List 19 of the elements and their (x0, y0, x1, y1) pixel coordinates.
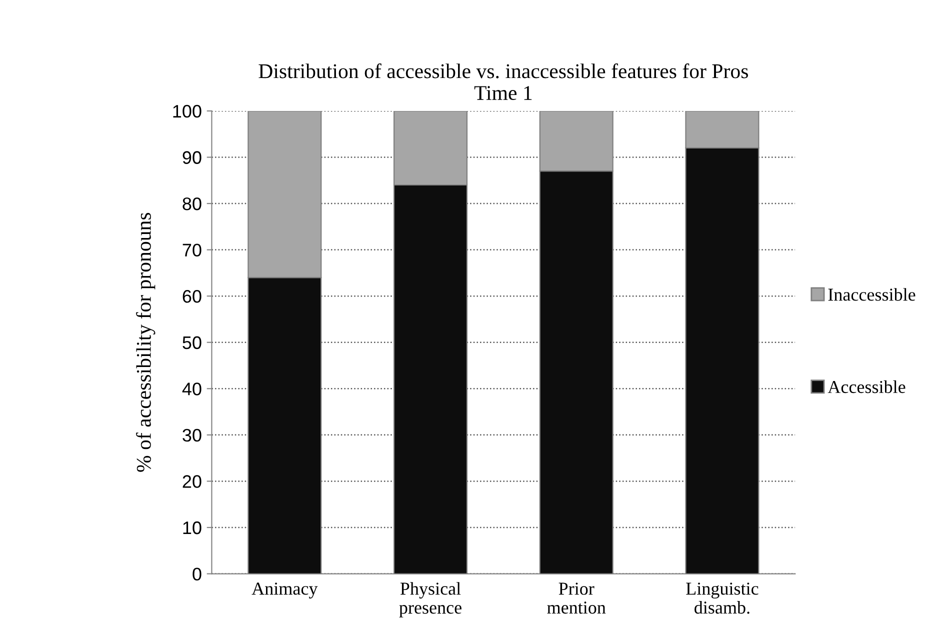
x-tick-label: Prior mention (547, 582, 606, 614)
y-tick-label: 0 (192, 568, 202, 580)
x-tick-label: Animacy (252, 582, 318, 598)
y-tick-label: 90 (182, 151, 202, 164)
x-tick-label: Linguistic disamb. (686, 582, 758, 614)
y-tick-label: 100 (173, 104, 202, 118)
y-tick-label: 30 (182, 428, 202, 442)
y-tick-label: 60 (182, 290, 202, 303)
chart-title: Distribution of accessible vs. inaccessible features for Pros Time 1 (258, 63, 748, 100)
legend-label: Accessible (828, 380, 906, 394)
y-axis-title: % of accessibility for pronouns (136, 212, 156, 472)
y-tick-label: 50 (182, 336, 202, 350)
x-tick-label: Physical presence (399, 582, 462, 618)
y-tick-label: 10 (183, 521, 202, 534)
legend-label: Inaccessible (828, 288, 916, 301)
y-tick-label: 40 (182, 382, 202, 396)
y-tick-label: 80 (182, 197, 202, 210)
y-tick-label: 20 (182, 475, 202, 488)
y-tick-label: 70 (182, 244, 202, 257)
